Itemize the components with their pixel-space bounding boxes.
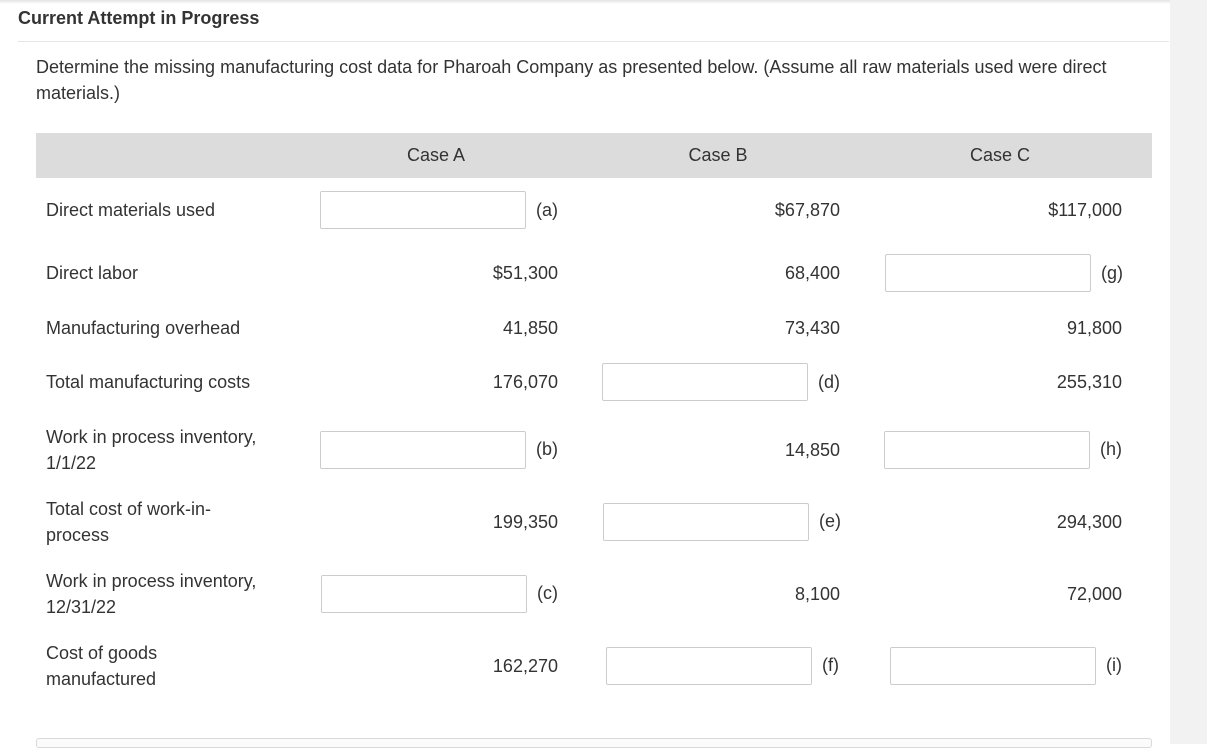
answer-input-f[interactable] — [606, 647, 812, 685]
blank-letter-d: (d) — [818, 372, 840, 392]
case-b-overhead: 73,430 — [784, 318, 840, 338]
case-c-direct-materials: $117,000 — [1048, 200, 1122, 220]
case-a-total-cost-wip: 199,350 — [492, 512, 558, 532]
answer-input-g[interactable] — [885, 254, 1091, 292]
table-header: Case A Case B Case C — [36, 133, 1152, 178]
case-b-direct-materials: $67,870 — [774, 200, 840, 220]
case-b-wip-ending: 8,100 — [794, 584, 840, 604]
column-header-case-a: Case A — [406, 145, 466, 165]
case-a-total-manufacturing: 176,070 — [492, 372, 558, 392]
answer-input-b[interactable] — [320, 431, 526, 469]
column-header-case-c: Case C — [969, 145, 1031, 165]
row-label-manufacturing-overhead: Manufacturing overhead — [46, 318, 241, 338]
header-divider — [18, 41, 1169, 42]
case-c-total-cost-wip: 294,300 — [1056, 512, 1122, 532]
answer-input-e[interactable] — [603, 503, 809, 541]
column-header-case-b: Case B — [688, 145, 748, 165]
blank-letter-f: (f) — [822, 655, 839, 675]
answer-input-a[interactable] — [320, 191, 526, 229]
top-shadow — [0, 0, 1170, 4]
right-gutter — [1170, 0, 1207, 744]
blank-letter-h: (h) — [1100, 439, 1122, 459]
row-label-total-cost-wip: Total cost of work-in-process — [46, 499, 212, 545]
case-a-direct-labor: $51,300 — [492, 263, 558, 283]
row-label-wip-beginning: Work in process inventory, 1/1/22 — [46, 427, 257, 473]
answer-input-d[interactable] — [602, 363, 808, 401]
case-c-wip-ending: 72,000 — [1066, 584, 1122, 604]
blank-letter-c: (c) — [537, 583, 558, 603]
case-a-overhead: 41,850 — [502, 318, 558, 338]
row-label-total-manufacturing-costs: Total manufacturing costs — [46, 372, 251, 392]
case-b-wip-beginning: 14,850 — [784, 440, 840, 460]
blank-letter-a: (a) — [536, 200, 558, 220]
blank-letter-g: (g) — [1101, 263, 1123, 283]
blank-letter-b: (b) — [536, 439, 558, 459]
case-a-cogm: 162,270 — [492, 656, 558, 676]
blank-letter-e: (e) — [819, 511, 841, 531]
row-label-cost-of-goods-manufactured: Cost of goods manufactured — [46, 643, 158, 689]
attempt-title: Current Attempt in Progress — [18, 8, 260, 28]
answer-input-h[interactable] — [884, 431, 1090, 469]
question-prompt: Determine the missing manufacturing cost… — [36, 57, 1107, 103]
answer-input-c[interactable] — [321, 575, 527, 613]
row-label-wip-ending: Work in process inventory, 12/31/22 — [46, 571, 257, 617]
case-c-overhead: 91,800 — [1066, 318, 1122, 338]
row-label-direct-materials: Direct materials used — [46, 200, 216, 220]
row-label-direct-labor: Direct labor — [46, 263, 139, 283]
case-b-direct-labor: 68,400 — [784, 263, 840, 283]
answer-input-i[interactable] — [890, 647, 1096, 685]
blank-letter-i: (i) — [1106, 655, 1122, 675]
next-section-box — [36, 738, 1152, 748]
case-c-total-manufacturing: 255,310 — [1056, 372, 1122, 392]
